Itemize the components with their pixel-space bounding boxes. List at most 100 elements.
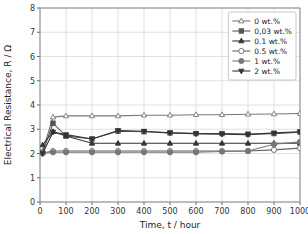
point xyxy=(271,142,276,147)
point xyxy=(219,148,224,153)
chart: 0 100 200 300 400 500 600 700 800 900 1000 0 1 2 3 4 5 6 7… xyxy=(0,0,308,234)
point xyxy=(297,130,300,135)
tick-label: 800 xyxy=(240,207,255,216)
tick-label: 500 xyxy=(162,207,177,216)
point xyxy=(271,147,276,152)
tick-label: 5 xyxy=(30,77,35,86)
point xyxy=(219,112,224,117)
tick-label: 4 xyxy=(30,101,35,110)
point xyxy=(219,132,224,137)
tick-label: 1000 xyxy=(290,207,308,216)
legend-frame xyxy=(228,12,296,80)
legend-marker xyxy=(239,58,244,63)
line xyxy=(43,130,300,153)
point xyxy=(89,113,94,118)
series xyxy=(40,146,300,156)
point xyxy=(168,131,172,135)
point xyxy=(167,131,172,136)
point xyxy=(40,150,45,155)
point xyxy=(193,132,198,137)
point xyxy=(141,112,146,117)
line xyxy=(43,113,300,151)
tick-label: 7 xyxy=(30,28,35,37)
grid-line xyxy=(40,129,300,130)
legend-label: 0.1 wt.% xyxy=(254,37,287,46)
tick-label: 200 xyxy=(84,207,99,216)
tick-label: 1 xyxy=(30,174,35,183)
tick-label: 0 xyxy=(30,198,35,207)
plot-area xyxy=(40,8,300,202)
point xyxy=(245,148,250,153)
legend-label: 2 wt.% xyxy=(254,67,280,76)
point xyxy=(193,150,198,155)
grid-line xyxy=(40,105,300,106)
legend: 0 wt.%0,03 wt.%0.1 wt.%0.5 wt.%1 wt.%2 w… xyxy=(228,12,296,80)
point xyxy=(245,133,250,138)
legend-label: 0,03 wt.% xyxy=(254,27,292,36)
tick-label: 100 xyxy=(58,207,73,216)
point xyxy=(219,149,224,154)
legend-marker xyxy=(239,18,244,23)
point xyxy=(142,129,146,133)
tick-label: 3 xyxy=(30,125,35,134)
point xyxy=(116,129,120,133)
legend-marker xyxy=(239,48,244,53)
grid xyxy=(40,8,300,202)
legend-marker xyxy=(239,29,243,33)
point xyxy=(50,130,55,135)
point xyxy=(115,150,120,155)
point xyxy=(63,113,68,118)
tick-label: 6 xyxy=(30,53,35,62)
point xyxy=(40,151,45,156)
series xyxy=(40,139,300,156)
tick-label: 2 xyxy=(30,150,35,159)
tick-label: 400 xyxy=(136,207,151,216)
series xyxy=(40,121,300,155)
point xyxy=(40,152,45,157)
tick-label: 0 xyxy=(37,207,42,216)
point xyxy=(63,150,68,155)
series xyxy=(40,129,300,157)
data xyxy=(40,111,300,157)
point xyxy=(51,121,55,125)
point xyxy=(90,137,94,141)
point xyxy=(63,133,68,138)
point xyxy=(50,150,55,155)
tick-label: 600 xyxy=(188,207,203,216)
point xyxy=(89,150,94,155)
point xyxy=(245,148,250,153)
point xyxy=(271,131,276,136)
legend-marker xyxy=(239,69,244,74)
point xyxy=(141,140,146,145)
legend-label: 0 wt.% xyxy=(254,17,280,26)
legend-label: 0.5 wt.% xyxy=(254,47,287,56)
point xyxy=(167,150,172,155)
point xyxy=(63,133,68,138)
y-axis-label: Electrical Resistance, R / Ω xyxy=(3,45,13,165)
point xyxy=(194,131,198,135)
x-axis-label: Time, t / hour xyxy=(139,220,201,230)
point xyxy=(167,140,172,145)
point xyxy=(193,112,198,117)
point xyxy=(50,114,55,119)
tick-label: 300 xyxy=(110,207,125,216)
point xyxy=(141,150,146,155)
plot-frame xyxy=(40,8,300,202)
point xyxy=(271,111,276,116)
point xyxy=(297,111,300,116)
axes: 0 100 200 300 400 500 600 700 800 900 1000 0 1 2 3 4 5 6 7… xyxy=(30,4,308,216)
point xyxy=(40,142,45,147)
tick-label: 8 xyxy=(30,4,35,13)
point xyxy=(115,140,120,145)
point xyxy=(297,139,300,144)
tick-label: 900 xyxy=(266,207,281,216)
point xyxy=(245,140,250,145)
grid-line xyxy=(40,177,300,178)
point xyxy=(245,111,250,116)
tick-label: 700 xyxy=(214,207,229,216)
point xyxy=(89,137,94,142)
point xyxy=(141,129,146,134)
legend-label: 1 wt.% xyxy=(254,57,280,66)
point xyxy=(193,140,198,145)
point xyxy=(115,113,120,118)
